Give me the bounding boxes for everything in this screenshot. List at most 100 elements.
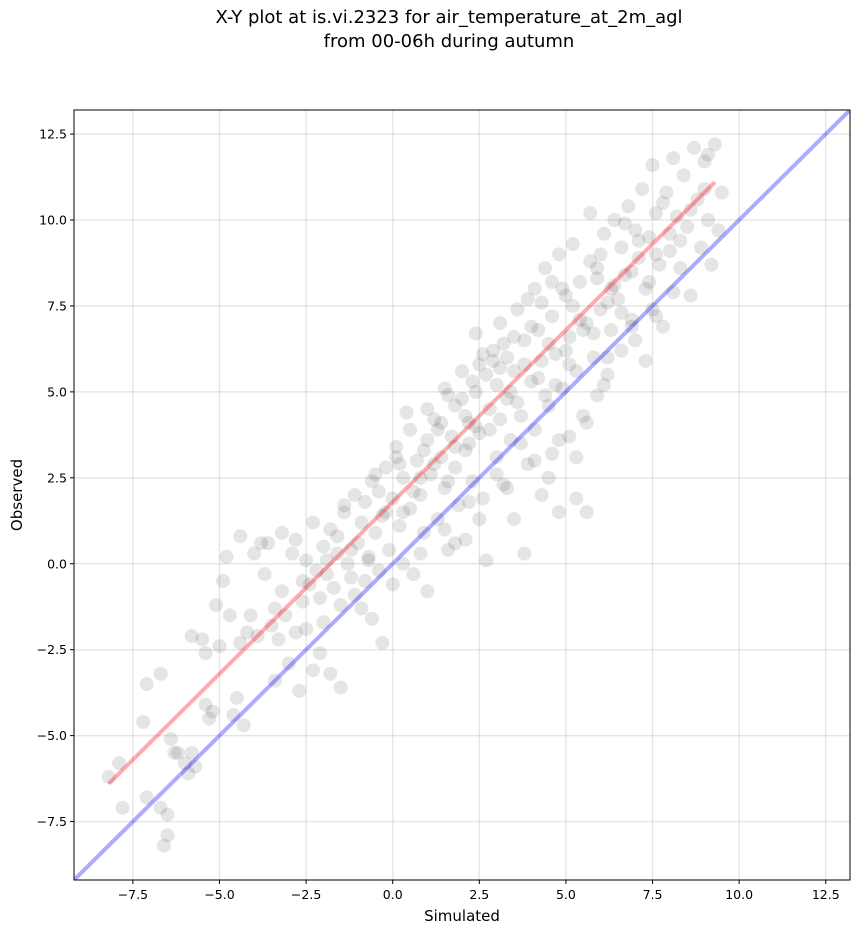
data-point <box>593 302 608 317</box>
data-point <box>506 364 521 379</box>
data-point <box>420 584 435 599</box>
data-point <box>427 412 442 427</box>
data-point <box>538 261 553 276</box>
data-point <box>510 395 525 410</box>
data-point <box>548 347 563 362</box>
data-point <box>600 295 615 310</box>
data-point <box>486 353 501 368</box>
data-point <box>638 281 653 296</box>
data-point <box>711 223 726 238</box>
data-point <box>662 226 677 241</box>
data-point <box>569 491 584 506</box>
data-point <box>614 305 629 320</box>
data-point <box>385 577 400 592</box>
data-point <box>468 419 483 434</box>
data-point <box>472 512 487 527</box>
data-point <box>700 213 715 227</box>
data-point <box>184 745 199 760</box>
data-point <box>475 491 490 506</box>
x-tick-label: 2.5 <box>469 887 489 902</box>
data-point <box>448 439 463 454</box>
data-point <box>458 532 473 547</box>
data-point <box>430 422 445 437</box>
data-point <box>312 646 327 661</box>
data-point <box>236 718 251 733</box>
data-point <box>631 250 646 265</box>
data-point <box>697 182 712 197</box>
data-point <box>316 615 331 630</box>
data-point <box>624 312 639 327</box>
data-point <box>506 512 521 527</box>
fit-line <box>107 180 717 786</box>
data-point <box>160 807 175 822</box>
data-point <box>527 422 542 437</box>
data-point <box>413 488 428 502</box>
data-point <box>396 470 411 485</box>
data-point <box>278 608 293 623</box>
data-point <box>344 543 359 557</box>
data-point <box>645 302 660 317</box>
data-point <box>153 800 168 815</box>
data-point <box>468 384 483 399</box>
data-point <box>545 309 560 324</box>
data-point <box>302 577 317 592</box>
x-tick-label: 7.5 <box>643 887 663 902</box>
data-point <box>458 408 473 423</box>
data-point <box>558 343 573 358</box>
data-point <box>496 336 511 351</box>
data-point <box>375 508 390 523</box>
data-point <box>565 298 580 313</box>
data-point <box>673 233 688 248</box>
data-point <box>344 570 359 585</box>
data-point <box>461 436 476 451</box>
data-point <box>503 433 518 447</box>
data-point <box>358 494 372 509</box>
data-point <box>545 274 560 289</box>
data-point <box>160 828 175 843</box>
data-point <box>441 543 456 557</box>
data-point <box>153 666 168 681</box>
data-point <box>607 213 622 227</box>
data-point <box>420 402 435 417</box>
data-point <box>257 567 272 582</box>
data-point <box>655 319 670 334</box>
y-tick-label: −2.5 <box>37 642 67 657</box>
data-point <box>202 711 217 726</box>
y-tick-label: 10.0 <box>39 213 67 228</box>
data-point <box>409 453 424 468</box>
data-point <box>572 274 587 289</box>
data-point <box>358 573 372 588</box>
data-point <box>531 371 546 386</box>
x-tick-label: 10.0 <box>725 887 753 902</box>
data-point <box>261 536 275 551</box>
data-point <box>136 714 151 729</box>
data-point <box>378 460 393 475</box>
x-axis-title: Simulated <box>424 907 500 925</box>
data-point <box>655 195 670 210</box>
chart-title-line-2: from 00-06h during autumn <box>323 31 575 52</box>
data-point <box>621 199 636 214</box>
data-point <box>416 443 431 458</box>
data-point <box>389 450 404 465</box>
data-point <box>541 470 556 485</box>
data-point <box>683 202 698 217</box>
data-point <box>659 185 674 200</box>
data-point <box>517 357 532 372</box>
data-point <box>583 254 598 269</box>
data-point <box>299 622 314 637</box>
data-point <box>628 223 643 238</box>
axis-ticks: −7.5 −5.0 −2.5 0.0 2.5 5.0 7.5 10.0 12.5 −7.5 −5.0… <box>37 127 840 902</box>
data-point <box>489 467 504 482</box>
data-point <box>475 347 490 362</box>
data-point <box>368 525 383 540</box>
data-point <box>642 274 657 289</box>
data-point <box>541 398 556 413</box>
data-point <box>240 625 255 640</box>
data-point <box>479 367 494 382</box>
data-point <box>101 769 116 784</box>
data-point <box>617 268 632 282</box>
data-point <box>416 525 431 540</box>
chart-title: X-Y plot at is.vi.2323 for air_temperatu… <box>0 6 858 54</box>
data-point <box>181 766 196 781</box>
data-point <box>167 745 182 760</box>
